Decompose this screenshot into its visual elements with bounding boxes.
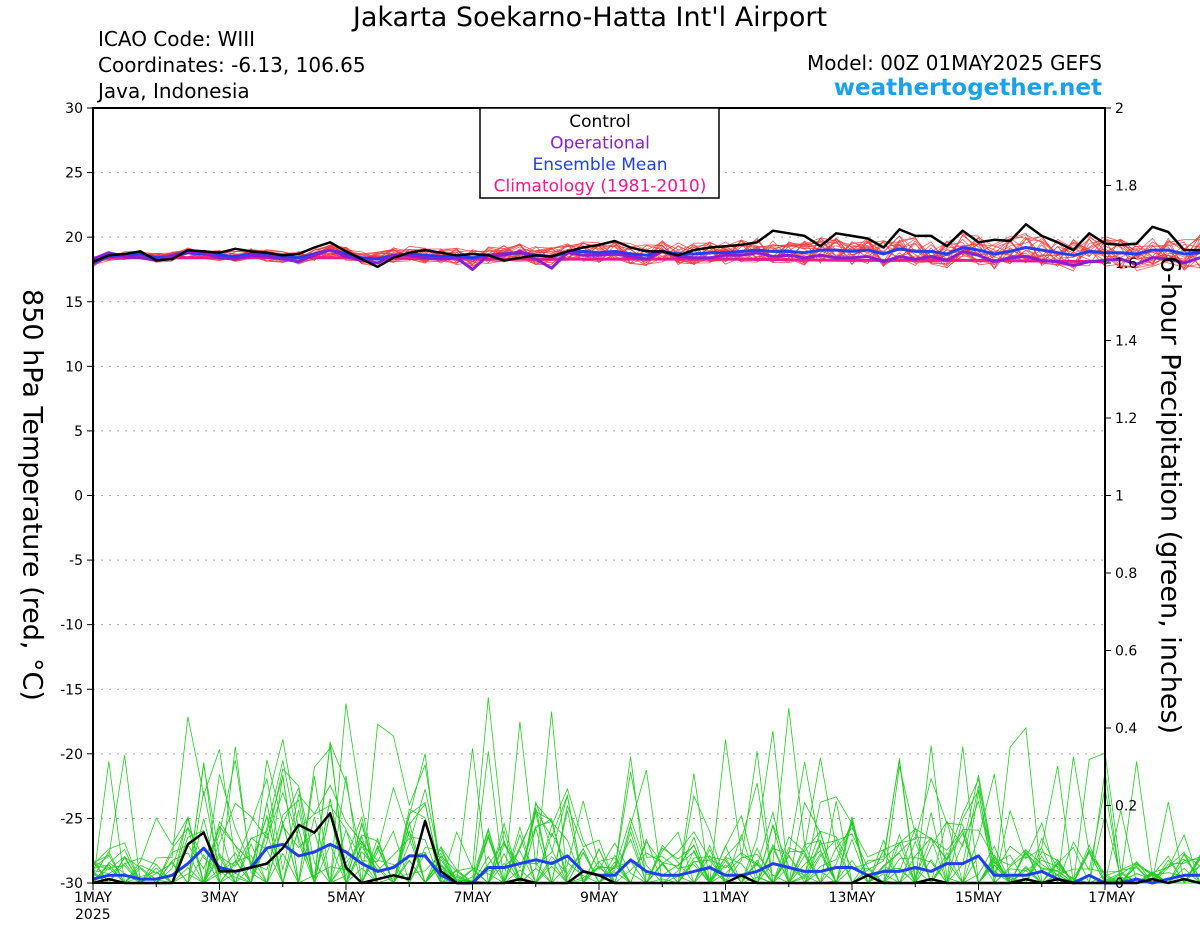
left-tick-label: -30 — [60, 876, 83, 892]
left-tick-label: -10 — [60, 618, 83, 634]
x-tick-label: 15MAY — [955, 890, 1002, 906]
coordinates: Coordinates: -6.13, 106.65 — [98, 53, 366, 77]
left-tick-label: 15 — [65, 295, 83, 311]
left-tick-label: 0 — [74, 489, 83, 505]
legend-entry: Ensemble Mean — [532, 155, 667, 175]
x-tick-label: 1MAY — [74, 890, 112, 906]
x-tick-label: 7MAY — [453, 890, 491, 906]
right-tick-label: 1 — [1115, 489, 1124, 505]
precip-member-line — [92, 777, 1200, 884]
left-tick-label: 10 — [65, 359, 83, 375]
precip-members — [92, 697, 1200, 885]
left-tick-label: 25 — [65, 166, 83, 182]
main-series — [92, 223, 1200, 885]
right-tick-label: 2 — [1115, 101, 1124, 117]
y-axis-right-label: 6-hour Precipitation (green, inches) — [1154, 255, 1186, 735]
right-axis: 2 1.8 1.6 1.4 1.2 1 0.8 0.6 0.4 0.2 0 — [1105, 101, 1137, 892]
x-tick-label: 9MAY — [580, 890, 618, 906]
temp-ensemble-mean-line — [92, 246, 1200, 265]
legend-box — [479, 107, 720, 199]
icao-code: ICAO Code: WIII — [98, 27, 256, 51]
x-tick-label: 11MAY — [702, 890, 749, 906]
right-tick-label: 0.4 — [1115, 721, 1137, 737]
temp-member-line — [92, 234, 1200, 266]
right-tick-label: 1.8 — [1115, 179, 1137, 195]
right-tick-label: 1.6 — [1115, 256, 1137, 272]
site-link[interactable]: weathertogether.net — [833, 75, 1102, 101]
region: Java, Indonesia — [98, 79, 250, 103]
operational-line — [92, 248, 1200, 271]
x-axis: 1MAY 3MAY 5MAY 7MAY 9MAY 11MAY 13MAY 15MAY 17MAY… — [74, 883, 1135, 923]
right-tick-label: 0.2 — [1115, 799, 1137, 815]
y-axis-left-label: 850 hPa Temperature (red, °C) — [16, 289, 48, 701]
left-tick-label: -20 — [60, 747, 83, 763]
left-tick-label: -25 — [60, 811, 83, 827]
x-tick-label: 5MAY — [327, 890, 365, 906]
x-tick-label: 13MAY — [829, 890, 876, 906]
right-tick-label: 0 — [1115, 876, 1124, 892]
left-tick-label: 5 — [74, 424, 83, 440]
legend-entry: Operational — [550, 134, 650, 154]
climatology-line — [93, 256, 1106, 264]
model-run: Model: 00Z 01MAY2025 GEFS — [807, 51, 1102, 75]
left-tick-label: 20 — [65, 230, 83, 246]
right-tick-label: 1.4 — [1115, 334, 1137, 350]
right-tick-label: 0.8 — [1115, 566, 1137, 582]
left-axis: 30 25 20 15 10 5 0 -5 -10 -15 -20 -25 -30 — [60, 101, 93, 892]
x-tick-label: 3MAY — [200, 890, 238, 906]
temp-control-line — [92, 223, 1200, 269]
left-tick-label: -5 — [69, 553, 83, 569]
chart-title: Jakarta Soekarno-Hatta Int'l Airport — [352, 2, 828, 33]
x-tick-label: 17MAY — [1088, 890, 1135, 906]
legend-entry: Climatology (1981-2010) — [494, 177, 707, 197]
right-tick-label: 0.6 — [1115, 644, 1137, 660]
x-year-label: 2025 — [75, 907, 111, 923]
precip-member-line — [92, 756, 1200, 885]
left-tick-label: 30 — [65, 101, 83, 117]
legend-entry: Control — [569, 112, 630, 132]
right-tick-label: 1.2 — [1115, 411, 1137, 427]
left-tick-label: -15 — [60, 682, 83, 698]
grid-lines — [93, 172, 1105, 819]
